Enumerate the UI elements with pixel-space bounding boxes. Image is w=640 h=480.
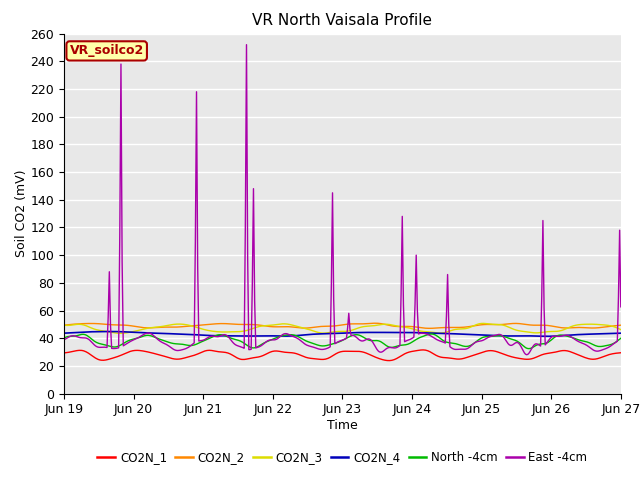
CO2N_3 <box>234 329 242 335</box>
CO2N_3 <box>296 324 304 330</box>
Line: CO2N_2: CO2N_2 <box>64 323 621 328</box>
CO2N_4 <box>234 333 242 339</box>
East -4cm <box>296 337 304 343</box>
East -4cm <box>523 352 531 358</box>
North -4cm <box>428 331 435 337</box>
CO2N_3 <box>470 323 478 328</box>
East -4cm <box>399 302 407 308</box>
East -4cm <box>617 304 625 310</box>
CO2N_1 <box>60 350 68 356</box>
CO2N_1 <box>399 352 407 358</box>
East -4cm <box>568 335 576 340</box>
CO2N_3 <box>373 323 381 328</box>
East -4cm <box>60 337 68 343</box>
CO2N_4 <box>568 332 576 338</box>
CO2N_2 <box>234 322 241 327</box>
CO2N_4 <box>296 333 304 338</box>
East -4cm <box>243 42 250 48</box>
CO2N_3 <box>60 323 68 328</box>
CO2N_4 <box>617 330 625 336</box>
North -4cm <box>617 336 625 341</box>
North -4cm <box>568 335 576 340</box>
North -4cm <box>295 334 303 340</box>
East -4cm <box>470 340 478 346</box>
CO2N_3 <box>116 330 124 336</box>
CO2N_2 <box>372 320 380 326</box>
CO2N_1 <box>472 352 479 358</box>
CO2N_2 <box>472 323 479 328</box>
CO2N_3 <box>399 324 407 330</box>
CO2N_4 <box>544 334 552 339</box>
CO2N_4 <box>60 330 68 336</box>
East -4cm <box>373 346 381 352</box>
CO2N_2 <box>373 320 381 326</box>
CO2N_4 <box>399 330 407 336</box>
North -4cm <box>470 340 478 346</box>
CO2N_1 <box>568 349 576 355</box>
North -4cm <box>372 337 380 343</box>
Line: CO2N_3: CO2N_3 <box>64 324 621 333</box>
North -4cm <box>60 335 68 341</box>
CO2N_1 <box>419 347 427 353</box>
CO2N_1 <box>234 355 241 361</box>
CO2N_1 <box>295 352 303 358</box>
CO2N_4 <box>470 332 478 337</box>
CO2N_4 <box>373 330 381 336</box>
Legend: CO2N_1, CO2N_2, CO2N_3, CO2N_4, North -4cm, East -4cm: CO2N_1, CO2N_2, CO2N_3, CO2N_4, North -4… <box>93 446 592 469</box>
CO2N_2 <box>568 325 576 331</box>
Y-axis label: Soil CO2 (mV): Soil CO2 (mV) <box>15 170 28 257</box>
North -4cm <box>399 342 406 348</box>
CO2N_3 <box>617 327 625 333</box>
North -4cm <box>525 346 533 351</box>
North -4cm <box>234 337 241 343</box>
CO2N_2 <box>399 324 407 329</box>
Title: VR North Vaisala Profile: VR North Vaisala Profile <box>252 13 433 28</box>
CO2N_2 <box>425 325 433 331</box>
X-axis label: Time: Time <box>327 419 358 432</box>
CO2N_1 <box>385 358 392 363</box>
CO2N_3 <box>568 324 576 329</box>
CO2N_2 <box>617 322 625 328</box>
CO2N_3 <box>479 321 486 326</box>
Line: CO2N_1: CO2N_1 <box>64 350 621 360</box>
CO2N_1 <box>617 350 625 356</box>
CO2N_2 <box>295 325 303 331</box>
Text: VR_soilco2: VR_soilco2 <box>70 44 144 58</box>
Line: CO2N_4: CO2N_4 <box>64 332 621 336</box>
CO2N_2 <box>60 322 68 328</box>
Line: North -4cm: North -4cm <box>64 334 621 348</box>
Line: East -4cm: East -4cm <box>64 45 621 355</box>
CO2N_1 <box>372 354 380 360</box>
CO2N_4 <box>107 329 115 335</box>
East -4cm <box>234 343 241 348</box>
